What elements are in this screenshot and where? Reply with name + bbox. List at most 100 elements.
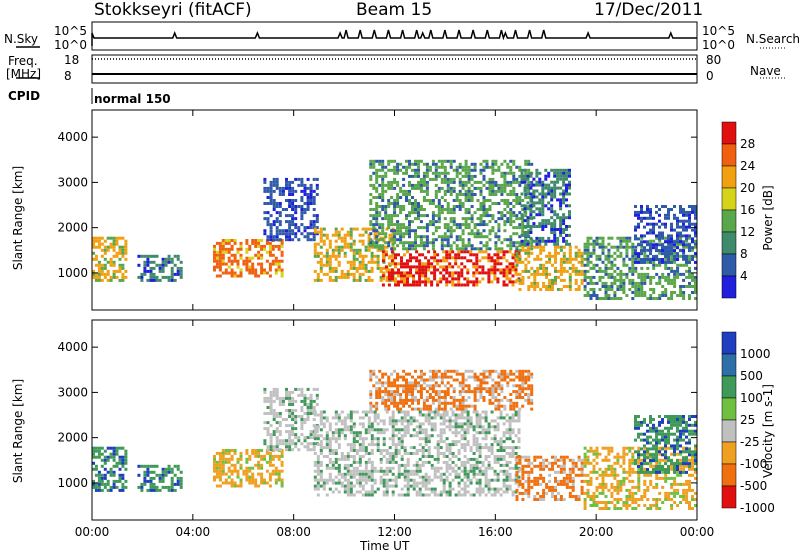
power-cell	[375, 208, 379, 211]
velocity-cell	[430, 466, 434, 470]
velocity-cell	[433, 410, 437, 414]
power-cell	[551, 285, 554, 288]
velocity-cell	[445, 455, 449, 458]
power-cell	[490, 268, 494, 272]
power-cell	[511, 268, 515, 272]
power-cell	[652, 222, 655, 226]
power-cell	[473, 168, 477, 172]
power-cell	[544, 177, 548, 181]
velocity-cell	[268, 454, 272, 458]
power-cell	[415, 250, 419, 254]
power-cell	[526, 174, 530, 178]
power-cell	[213, 250, 216, 254]
power-cell	[559, 257, 563, 261]
power-cell	[466, 259, 470, 263]
power-cell	[598, 278, 602, 282]
velocity-cell	[415, 434, 419, 438]
power-cell	[472, 253, 476, 257]
power-cell	[288, 238, 292, 242]
velocity-cell	[400, 437, 404, 441]
velocity-cell	[352, 440, 356, 444]
velocity-cell	[369, 390, 373, 394]
velocity-cell	[514, 446, 518, 450]
power-cell	[288, 223, 292, 227]
velocity-cell	[278, 412, 282, 415]
power-cell	[595, 236, 599, 240]
power-cell	[616, 272, 620, 276]
power-cell	[334, 266, 338, 270]
velocity-cell	[355, 469, 359, 473]
velocity-cell	[352, 425, 356, 429]
velocity-cell	[397, 437, 401, 441]
power-cell	[103, 248, 107, 252]
velocity-cell	[265, 460, 269, 464]
power-cell	[340, 275, 344, 279]
power-cell	[551, 281, 554, 285]
power-cell	[97, 260, 101, 264]
power-cell	[405, 189, 408, 193]
power-cell	[676, 237, 679, 241]
power-cell	[554, 269, 557, 273]
power-cell	[527, 251, 531, 255]
power-cell	[381, 196, 385, 199]
velocity-cell	[393, 401, 397, 405]
velocity-cell	[511, 478, 515, 482]
power-ytick-label: 2000	[57, 221, 88, 235]
power-cell	[227, 271, 231, 275]
power-cell	[372, 229, 376, 233]
power-cell	[493, 253, 497, 257]
power-cell	[266, 189, 270, 193]
power-cell	[568, 183, 571, 187]
power-cell	[390, 214, 394, 218]
power-cell	[538, 177, 542, 181]
power-cell	[649, 208, 652, 211]
power-cell	[312, 189, 316, 193]
power-cell	[297, 205, 301, 208]
power-cell	[164, 257, 168, 261]
power-cell	[319, 233, 323, 237]
power-cell	[553, 183, 557, 187]
power-cell	[482, 235, 486, 239]
power-cell	[288, 214, 292, 218]
power-cell	[503, 189, 507, 193]
power-cell	[649, 228, 652, 232]
power-cell	[541, 204, 545, 208]
power-cell	[655, 205, 658, 208]
power-cell	[586, 245, 590, 249]
power-cell	[526, 225, 530, 228]
velocity-cell	[394, 475, 398, 479]
power-cell	[433, 253, 437, 257]
velocity-cell	[355, 478, 359, 482]
power-cell	[479, 232, 483, 236]
power-cell	[424, 280, 428, 284]
power-cell	[272, 199, 276, 202]
power-cell	[509, 183, 513, 187]
power-cell	[268, 262, 272, 266]
power-cell	[652, 297, 656, 300]
velocity-cell	[291, 424, 295, 428]
velocity-cell	[331, 460, 335, 464]
velocity-cell	[436, 440, 440, 444]
power-cell	[520, 233, 524, 237]
velocity-cell	[469, 449, 473, 452]
power-cell	[381, 238, 385, 242]
velocity-cell	[391, 457, 395, 461]
power-cell	[646, 275, 650, 279]
power-cell	[554, 266, 557, 270]
power-cell	[233, 271, 237, 275]
velocity-cell	[496, 422, 500, 426]
velocity-cell	[343, 434, 347, 438]
power-cell	[521, 275, 525, 279]
power-cell	[667, 275, 671, 279]
power-cell	[688, 213, 691, 217]
velocity-cell	[393, 396, 397, 399]
power-cell	[628, 269, 632, 273]
power-cell	[405, 232, 408, 236]
velocity-cell	[248, 481, 252, 485]
velocity-cell	[349, 449, 353, 452]
power-cell	[397, 274, 400, 278]
velocity-cell	[373, 481, 377, 485]
velocity-cell	[387, 404, 391, 408]
power-cell	[278, 214, 282, 218]
velocity-cell	[400, 487, 404, 491]
